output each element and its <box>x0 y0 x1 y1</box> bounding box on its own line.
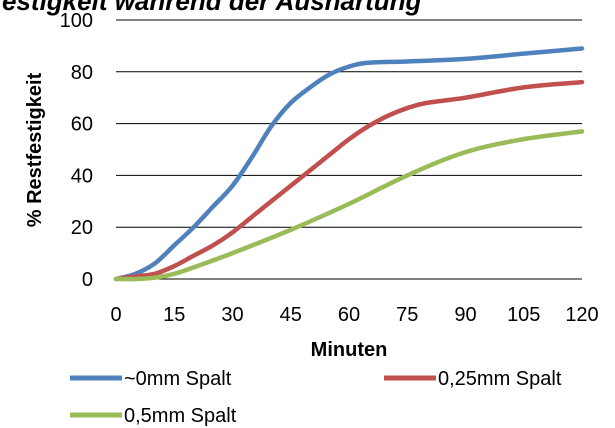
x-tick-label: 45 <box>280 304 302 326</box>
legend-label: 0,25mm Spalt <box>438 368 562 390</box>
x-tick-label: 30 <box>221 304 243 326</box>
x-tick-label: 60 <box>338 304 360 326</box>
tick-labels: 0 20 40 60 80 100 0 15 30 45 60 75 90 105 120 <box>60 10 599 326</box>
legend-item: 0,5mm Spalt <box>70 405 237 427</box>
legend-item: ~0mm Spalt <box>70 368 232 390</box>
y-axis-title: % Restfestigkeit <box>24 72 46 227</box>
gridlines <box>116 19 582 228</box>
x-tick-label: 15 <box>163 304 185 326</box>
legend: ~0mm Spalt 0,25mm Spalt 0,5mm Spalt <box>70 368 562 427</box>
y-tick-label: 0 <box>82 269 93 291</box>
y-tick-label: 100 <box>60 10 93 32</box>
x-tick-label: 0 <box>110 304 121 326</box>
x-tick-label: 105 <box>507 304 540 326</box>
y-tick-label: 80 <box>71 62 93 84</box>
x-axis-title: Minuten <box>311 339 388 361</box>
y-tick-label: 60 <box>71 114 93 136</box>
x-tick-label: 120 <box>565 304 598 326</box>
chart-title: estigkeit während der Aushärtung <box>2 0 422 16</box>
series-line-1 <box>113 46 585 282</box>
legend-item: 0,25mm Spalt <box>384 368 562 390</box>
x-tick-label: 90 <box>454 304 476 326</box>
series-lines <box>113 46 585 282</box>
series-line-3 <box>113 129 585 282</box>
legend-label: 0,5mm Spalt <box>124 405 237 427</box>
x-tick-label: 75 <box>396 304 418 326</box>
legend-label: ~0mm Spalt <box>124 368 232 390</box>
y-tick-label: 20 <box>71 217 93 239</box>
y-tick-label: 40 <box>71 165 93 187</box>
series-line-2 <box>113 79 585 282</box>
